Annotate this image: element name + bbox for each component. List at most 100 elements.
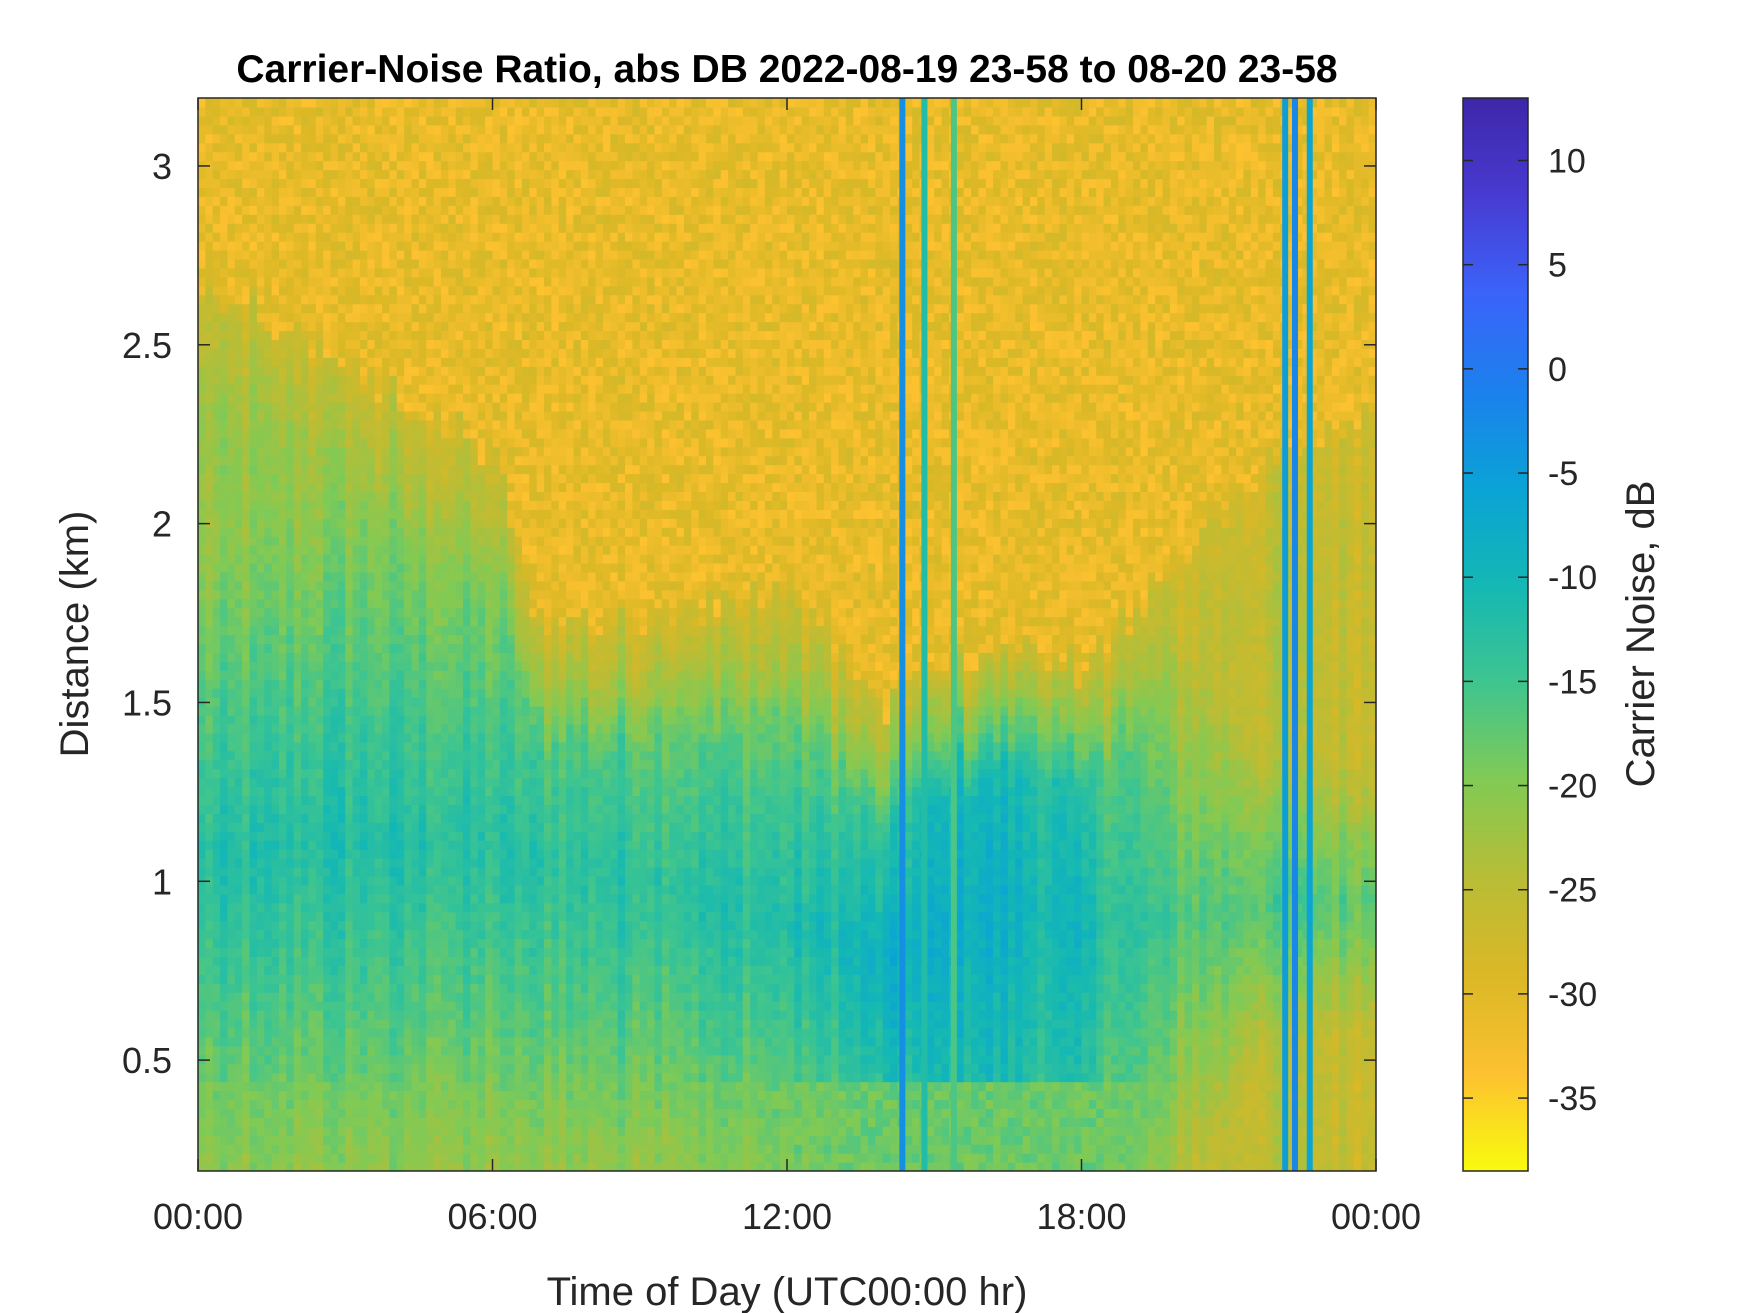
heatmap-cell [448,688,457,698]
heatmap-cell [271,714,280,725]
heatmap-cell [411,750,420,761]
heatmap-cell [396,822,405,832]
heatmap-cell [256,992,265,1002]
heatmap-cell [389,831,398,841]
heatmap-cell [286,902,295,913]
heatmap-cell [308,348,317,358]
heatmap-cell [205,1099,214,1110]
heatmap-cell [315,491,324,501]
heatmap-cell [455,804,464,814]
heatmap-cell [330,491,339,501]
heatmap-cell [470,500,479,510]
heatmap-cell [411,974,420,984]
heatmap-cell [198,241,206,251]
heatmap-cell [227,661,236,671]
heatmap-cell [367,795,376,805]
heatmap-cell [382,1081,391,1092]
heatmap-cell [389,795,398,805]
heatmap-cell [286,536,295,546]
heatmap-cell [264,813,273,823]
heatmap-cell [286,554,295,564]
heatmap-cell [249,840,258,850]
heatmap-cell [234,554,243,564]
heatmap-cell [404,643,413,653]
heatmap-cell [293,375,302,385]
heatmap-cell [301,196,310,206]
heatmap-cell [220,178,229,189]
heatmap-cell [220,366,229,376]
heatmap-cell [242,679,251,689]
heatmap-cell [227,956,236,966]
heatmap-cell [242,518,251,528]
heatmap-cell [337,187,346,197]
heatmap-cell [205,992,214,1002]
heatmap-cell [352,151,361,162]
heatmap-cell [293,267,302,278]
heatmap-cell [301,545,310,555]
heatmap-cell [242,428,251,439]
heatmap-cell [448,482,457,493]
heatmap-cell [374,920,383,931]
heatmap-cell [242,1072,251,1083]
heatmap-cell [337,527,346,537]
heatmap-cell [463,446,472,457]
heatmap-cell [330,98,339,108]
heatmap-cell [492,706,501,716]
heatmap-cell [374,232,383,242]
heatmap-cell [264,285,273,296]
heatmap-cell [315,545,324,555]
heatmap-cell [404,866,413,877]
heatmap-cell [271,1153,280,1163]
heatmap-cell [359,1135,368,1145]
heatmap-cell [242,419,251,430]
heatmap-cell [286,276,295,287]
heatmap-cell [455,151,464,162]
heatmap-cell [330,160,339,171]
heatmap-cell [212,750,221,761]
heatmap-cell [352,393,361,403]
heatmap-cell [448,840,457,850]
heatmap-cell [220,732,229,743]
heatmap-cell [293,437,302,448]
heatmap-cell [426,98,435,108]
heatmap-cell [382,849,391,859]
heatmap-cell [411,1010,420,1020]
heatmap-cell [492,509,501,519]
heatmap-cell [337,974,346,984]
heatmap-cell [455,1045,464,1056]
heatmap-cell [212,160,221,171]
heatmap-cell [352,1018,361,1029]
heatmap-cell [418,232,427,242]
heatmap-cell [404,1054,413,1065]
heatmap-cell [256,330,265,341]
heatmap-cell [301,652,310,662]
heatmap-cell [220,536,229,546]
heatmap-cell [234,625,243,636]
heatmap-cell [418,241,427,251]
heatmap-cell [323,455,332,466]
heatmap-cell [404,402,413,412]
heatmap-cell [249,339,258,349]
heatmap-cell [249,321,258,332]
heatmap-cell [426,1001,435,1011]
heatmap-cell [301,1036,310,1047]
heatmap-cell [455,688,464,698]
heatmap-cell [242,187,251,197]
heatmap-cell [448,1081,457,1092]
heatmap-cell [242,697,251,707]
heatmap-cell [256,98,265,108]
heatmap-cell [463,223,472,233]
heatmap-cell [455,464,464,475]
heatmap-cell [470,634,479,645]
heatmap-cell [477,527,486,537]
heatmap-cell [448,437,457,448]
heatmap-cell [227,580,236,591]
heatmap-cell [345,178,354,189]
heatmap-cell [227,983,236,993]
heatmap-cell [212,777,221,788]
heatmap-cell [345,866,354,877]
heatmap-cell [448,750,457,761]
heatmap-cell [249,142,258,153]
heatmap-cell [227,384,236,394]
heatmap-cell [455,1010,464,1020]
